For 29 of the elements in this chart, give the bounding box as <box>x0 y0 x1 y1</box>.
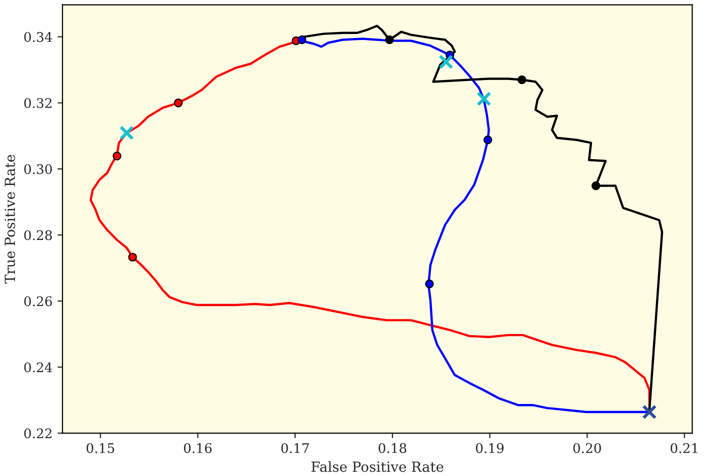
point <box>483 135 492 144</box>
point <box>119 126 134 140</box>
point <box>298 35 306 44</box>
x-tick-label: 0.18 <box>378 443 406 454</box>
x-tick-label: 0.15 <box>86 443 114 454</box>
y-tick-label: 0.24 <box>24 362 52 372</box>
y-tick-label: 0.32 <box>24 98 52 108</box>
point <box>174 98 183 108</box>
x-tick-label: 0.20 <box>573 443 601 454</box>
point <box>518 75 526 84</box>
x-tick-label: 0.21 <box>670 443 698 454</box>
point <box>425 280 434 288</box>
x-tick-label: 0.17 <box>281 443 309 454</box>
y-tick-label: 0.26 <box>24 296 52 306</box>
point <box>592 181 600 190</box>
y-tick-label: 0.30 <box>24 164 52 174</box>
x-tick-label: 0.16 <box>184 443 212 454</box>
y-tick-label: 0.22 <box>24 428 52 438</box>
y-tick-label: 0.28 <box>24 230 52 240</box>
point <box>476 92 492 106</box>
point <box>112 152 122 160</box>
x-tick-label: 0.19 <box>476 443 504 454</box>
point <box>438 54 454 70</box>
point <box>385 35 394 44</box>
y-tick-label: 0.34 <box>24 32 52 42</box>
point <box>642 404 657 420</box>
point <box>128 252 137 262</box>
x-axis-title: False Positive Rate <box>312 461 444 472</box>
y-axis-title: True Positive Rate <box>4 154 16 284</box>
